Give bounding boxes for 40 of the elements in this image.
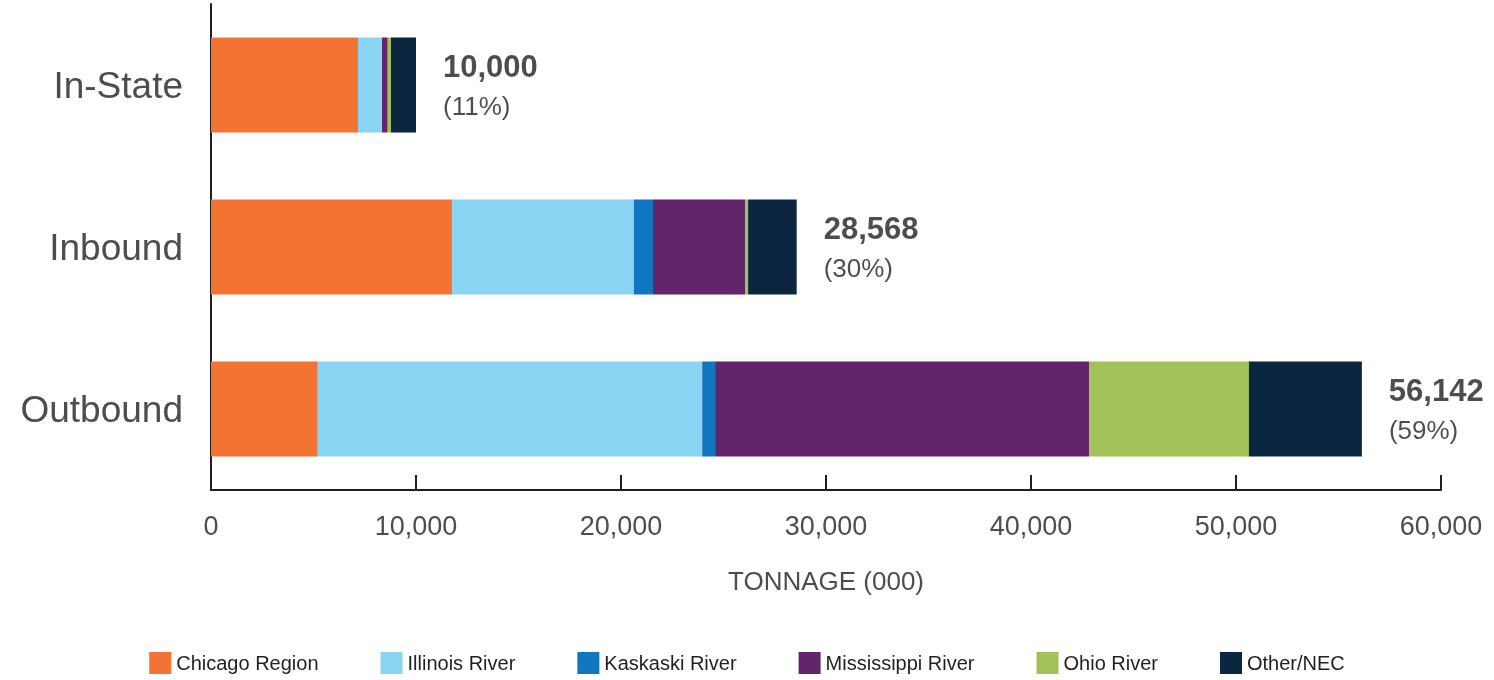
total-label: 10,000: [443, 48, 538, 84]
total-label: 56,142: [1388, 372, 1484, 408]
legend-label: Chicago Region: [176, 652, 319, 674]
bar: [452, 199, 634, 295]
x-tick-label: 60,000: [1399, 510, 1483, 541]
x-tick-label: 20,000: [579, 510, 663, 541]
legend-label: Kaskaski River: [604, 652, 737, 674]
bar: [1248, 361, 1362, 457]
bar: [652, 199, 746, 295]
y-tick-label: Inbound: [49, 226, 183, 268]
legend-label: Ohio River: [1063, 652, 1159, 674]
annotation: (30%): [823, 253, 893, 283]
bar: [211, 199, 453, 295]
legend-label: Other/NEC: [1246, 652, 1345, 674]
bar: [1089, 361, 1249, 457]
bar: [633, 199, 653, 295]
bar: [317, 361, 703, 457]
bar: [387, 37, 391, 133]
bar: [381, 37, 388, 133]
x-axis-title: TONNAGE (000): [727, 566, 925, 596]
bar: [211, 37, 358, 133]
y-tick-label: In-State: [53, 64, 183, 106]
legend-label: Illinois River: [407, 652, 516, 674]
y-tick-label: Outbound: [20, 388, 183, 430]
bar: [702, 361, 716, 457]
bar: [748, 199, 797, 295]
bar: [211, 361, 318, 457]
x-tick-label: 30,000: [784, 510, 868, 541]
x-tick-label: 50,000: [1194, 510, 1278, 541]
total-label: 28,568: [823, 210, 919, 246]
bar: [715, 361, 1090, 457]
annotation: (59%): [1388, 415, 1459, 445]
annotation: (11%): [443, 91, 511, 121]
x-tick-label: 10,000: [374, 510, 458, 541]
bar: [390, 37, 416, 133]
bar: [357, 37, 382, 133]
bar: [745, 199, 749, 295]
x-tick-label: 0: [203, 510, 219, 541]
legend-label: Mississippi River: [825, 652, 975, 674]
x-tick-label: 40,000: [989, 510, 1073, 541]
